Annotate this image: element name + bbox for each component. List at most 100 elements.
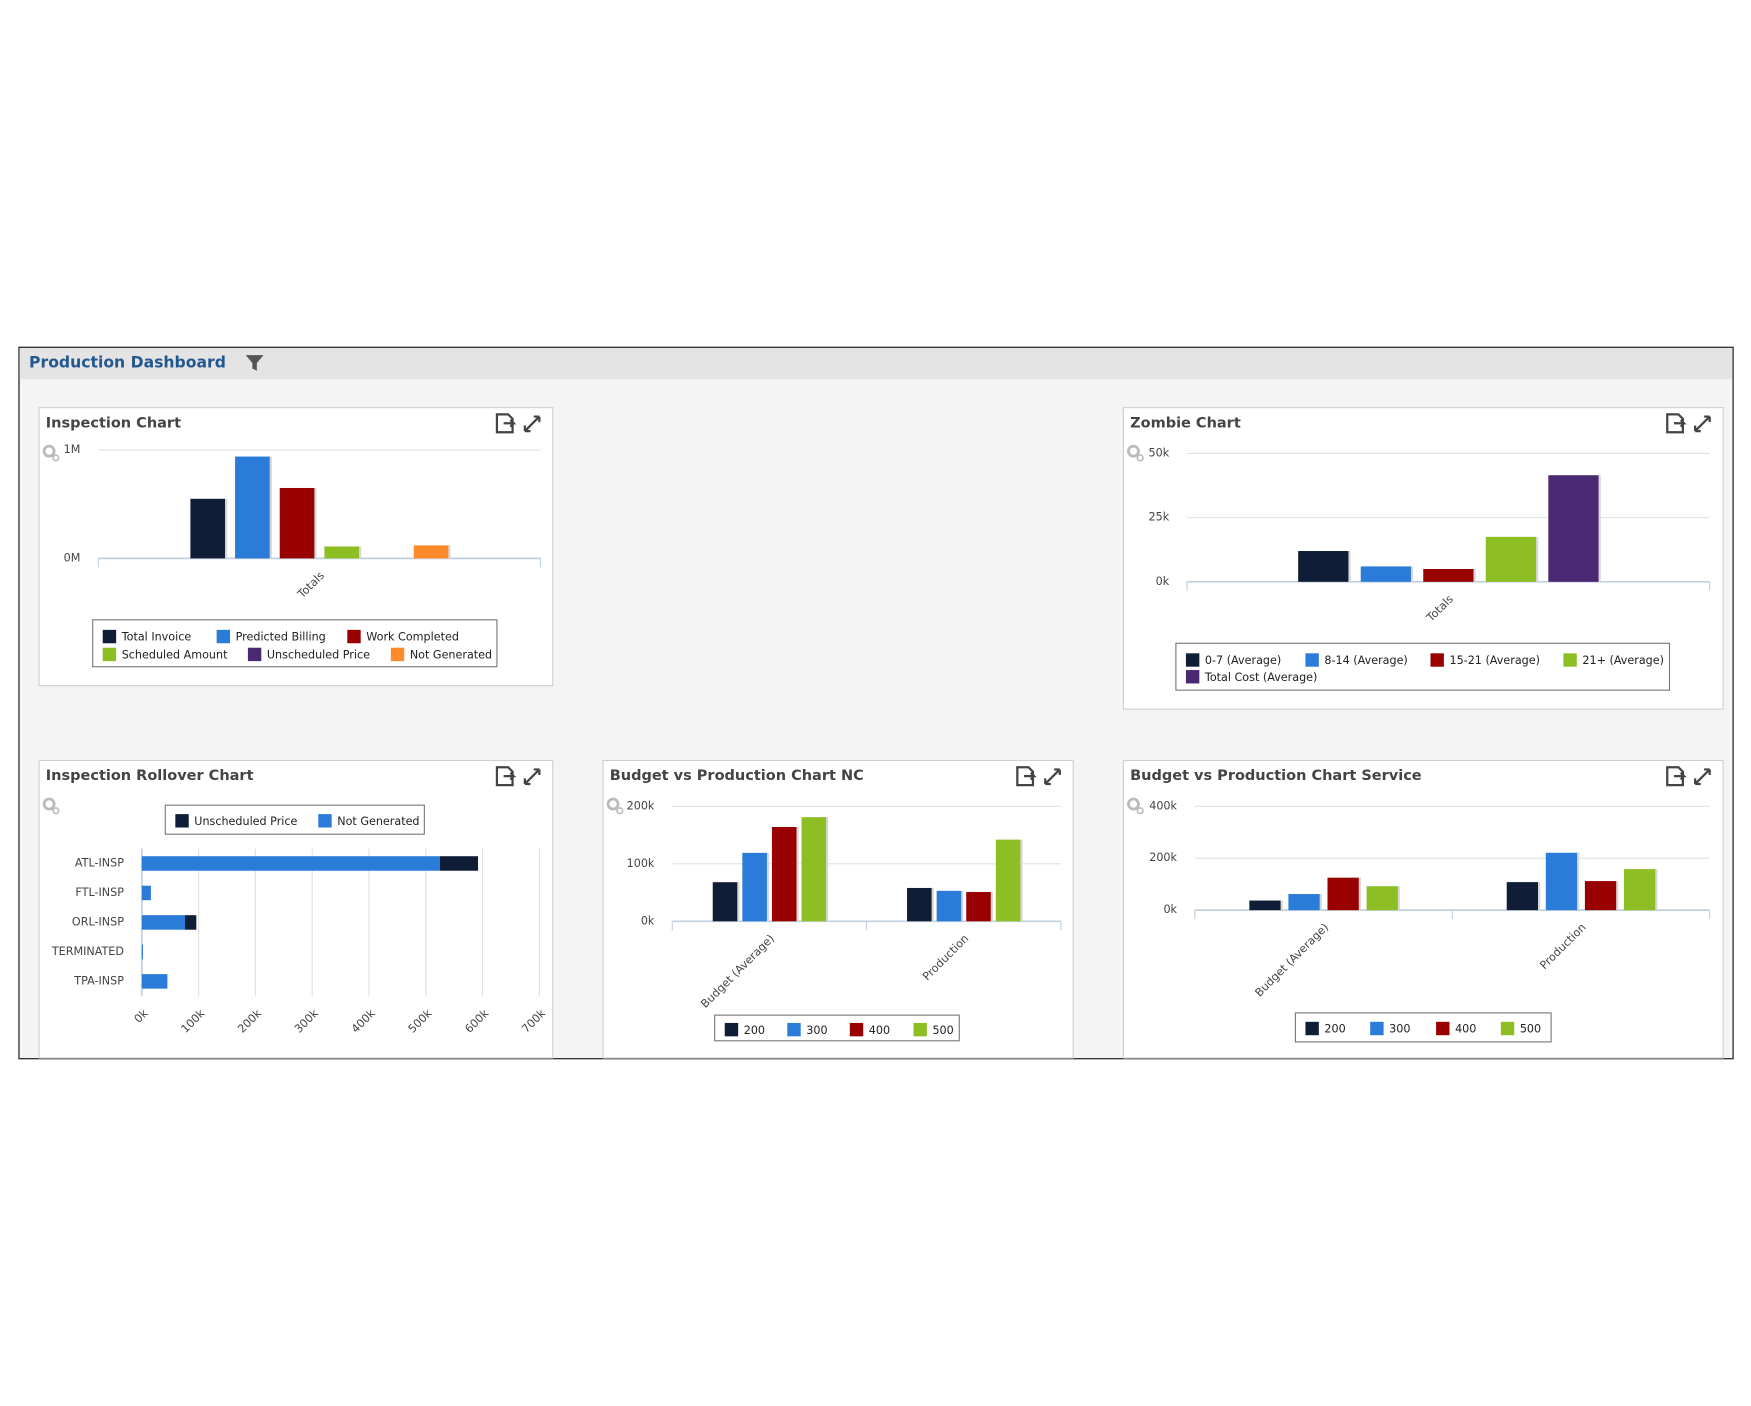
legend-swatch — [1185, 653, 1200, 667]
bar — [1506, 882, 1538, 911]
bar — [1545, 852, 1578, 911]
settings-icon[interactable] — [42, 797, 56, 811]
y-tick-label: 0k — [1163, 903, 1177, 916]
bar — [1288, 894, 1320, 911]
y-tick-label: 1M — [64, 443, 81, 456]
legend-label: 0-7 (Average) — [1205, 654, 1281, 667]
bar — [712, 882, 738, 922]
legend-swatch — [1305, 653, 1319, 667]
y-tick-label: 0k — [1156, 575, 1170, 588]
legend-swatch — [1430, 653, 1444, 667]
chart-title: Inspection Rollover Chart — [46, 768, 254, 784]
settings-icon[interactable] — [42, 444, 56, 458]
bar — [1366, 886, 1398, 911]
chart-panel — [1122, 759, 1724, 1059]
legend-swatch — [787, 1022, 801, 1037]
bar — [771, 826, 797, 922]
bar — [279, 487, 315, 559]
y-tick-label: 50k — [1149, 446, 1170, 459]
expand-icon[interactable] — [523, 415, 541, 433]
bar — [1423, 568, 1474, 582]
export-icon[interactable] — [495, 413, 517, 434]
legend-swatch — [1370, 1021, 1384, 1036]
bar — [141, 856, 440, 871]
legend-label: 500 — [1520, 1023, 1541, 1036]
chart-title: Budget vs Production Chart NC — [610, 768, 864, 784]
bar — [1360, 566, 1411, 582]
bar — [1485, 536, 1537, 582]
legend-label: Total Cost (Average) — [1204, 671, 1317, 684]
legend-swatch — [1500, 1021, 1515, 1036]
legend-label: 21+ (Average) — [1582, 654, 1664, 667]
settings-icon[interactable] — [606, 797, 620, 811]
header-bar — [19, 347, 1733, 380]
bar — [995, 839, 1021, 922]
legend-label: 200 — [1324, 1023, 1345, 1036]
bar — [742, 852, 767, 922]
bar — [184, 915, 197, 930]
legend-label: 15-21 (Average) — [1449, 654, 1539, 667]
bar — [1548, 475, 1599, 582]
export-icon[interactable] — [495, 766, 517, 787]
legend-label: Not Generated — [410, 649, 492, 662]
legend-label: Total Invoice — [121, 631, 192, 644]
bar — [413, 545, 449, 559]
expand-icon[interactable] — [523, 768, 541, 786]
legend-label: Not Generated — [337, 815, 419, 828]
settings-icon[interactable] — [1127, 444, 1140, 458]
bar — [141, 915, 185, 930]
legend-label: 300 — [806, 1024, 827, 1037]
expand-icon[interactable] — [1044, 768, 1061, 786]
bar — [324, 546, 360, 559]
y-tick-label: FTL-INSP — [75, 886, 124, 899]
legend-swatch — [1436, 1021, 1450, 1036]
legend-swatch — [390, 647, 405, 662]
legend-swatch — [318, 814, 332, 828]
legend-swatch — [1305, 1021, 1319, 1036]
y-tick-label: TERMINATED — [51, 945, 124, 958]
bar — [801, 817, 827, 922]
export-icon[interactable] — [1666, 766, 1687, 787]
y-tick-label: 25k — [1149, 511, 1170, 524]
legend-label: Work Completed — [366, 631, 459, 644]
chart-title: Budget vs Production Chart Service — [1130, 768, 1422, 784]
bar — [1623, 869, 1656, 911]
bar — [1584, 881, 1617, 911]
bar — [235, 456, 270, 559]
expand-icon[interactable] — [1694, 415, 1711, 433]
filter-icon[interactable] — [245, 355, 264, 371]
chart-title: Inspection Chart — [46, 415, 181, 431]
bar — [1327, 877, 1359, 911]
settings-icon-small — [1136, 454, 1144, 462]
legend-swatch — [347, 629, 361, 644]
y-tick-label: ATL-INSP — [75, 856, 124, 869]
export-icon[interactable] — [1016, 766, 1037, 787]
y-tick-label: 400k — [1149, 799, 1177, 812]
legend-label: 500 — [932, 1024, 953, 1037]
y-tick-label: 0k — [641, 914, 655, 927]
settings-icon-small — [52, 807, 60, 815]
y-tick-label: TPA-INSP — [73, 974, 124, 987]
chart-panel — [602, 759, 1074, 1059]
bar — [966, 891, 991, 922]
legend-swatch — [102, 647, 117, 662]
legend-label: Predicted Billing — [236, 631, 326, 644]
export-icon[interactable] — [1666, 413, 1687, 434]
legend-label: Unscheduled Price — [194, 815, 297, 828]
bar — [141, 885, 151, 901]
legend-label: 200 — [744, 1024, 765, 1037]
legend-label: 8-14 (Average) — [1324, 654, 1407, 667]
legend-swatch — [1563, 653, 1577, 667]
bar — [907, 887, 932, 922]
legend-box — [92, 619, 498, 668]
y-tick-label: ORL-INSP — [72, 915, 124, 928]
bar — [190, 498, 226, 559]
settings-icon[interactable] — [1127, 797, 1140, 811]
settings-icon-small — [616, 807, 624, 815]
expand-icon[interactable] — [1694, 768, 1711, 786]
bar — [1298, 551, 1349, 582]
bar — [936, 890, 962, 922]
legend-box — [164, 804, 425, 835]
